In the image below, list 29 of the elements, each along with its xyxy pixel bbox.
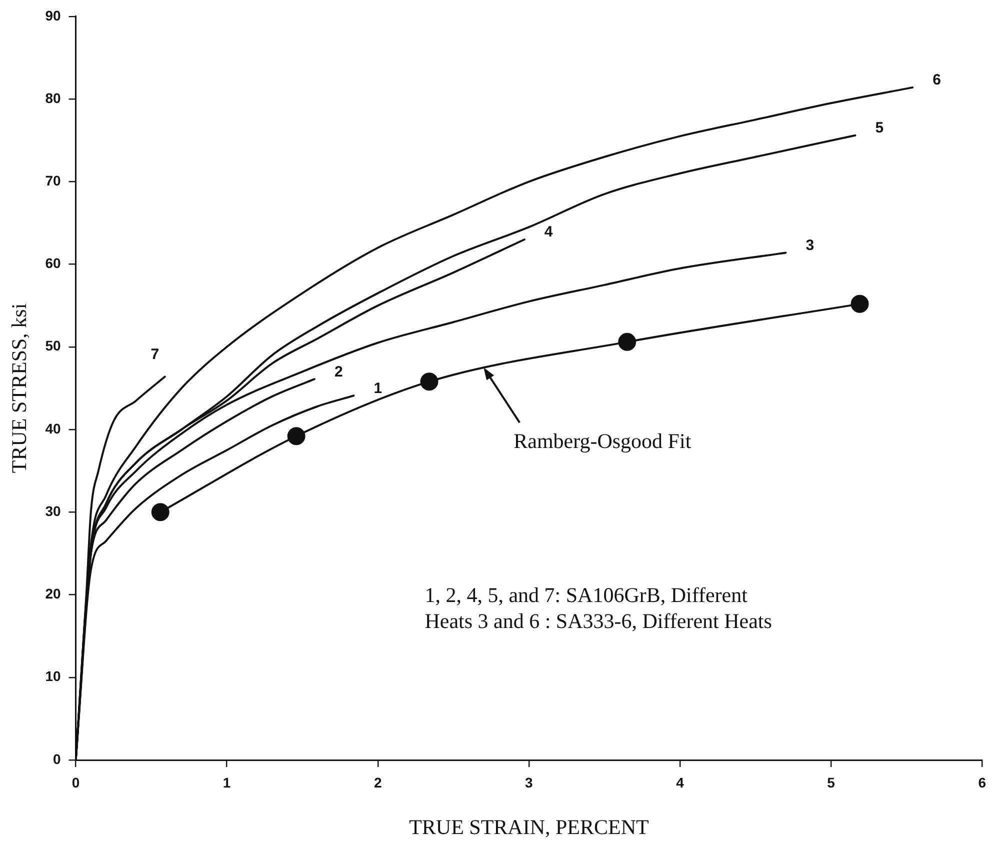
x-tick-label: 5 <box>827 774 836 790</box>
annotation: Ramberg-Osgood Fit <box>514 429 692 454</box>
y-tick-label: 60 <box>45 255 61 272</box>
y-tick-label: 50 <box>45 338 61 354</box>
y-tick-label: 70 <box>45 172 61 189</box>
series-label: 3 <box>806 236 814 254</box>
series-label: 4 <box>544 224 554 241</box>
annotation: 1, 2, 4, 5, and 7: SA106GrB, Different <box>424 582 748 607</box>
x-tick-label: 3 <box>525 774 534 790</box>
series-label: 2 <box>334 363 343 380</box>
series-label: 6 <box>932 72 941 89</box>
annotation: Heats 3 and 6 : SA333-6, Different Heats <box>424 608 772 633</box>
y-axis-title: TRUE STRESS, ksi <box>7 303 32 474</box>
y-tick-label: 90 <box>45 7 61 24</box>
y-tick-label: 40 <box>45 420 61 436</box>
x-tick-label: 6 <box>978 774 986 790</box>
y-tick-label: 30 <box>45 502 61 519</box>
x-tick-label: 0 <box>72 774 80 790</box>
x-tick-label: 4 <box>676 774 684 790</box>
series-label: 7 <box>150 346 160 363</box>
y-tick-label: 10 <box>45 668 61 684</box>
series-label: 5 <box>875 120 884 137</box>
series-label: 1 <box>374 380 382 397</box>
x-tick-label: 1 <box>222 774 231 790</box>
y-tick-label: 20 <box>45 586 61 602</box>
y-tick-label: 0 <box>52 750 61 767</box>
x-tick-label: 2 <box>374 774 382 790</box>
y-tick-label: 80 <box>45 90 61 106</box>
x-axis-title: TRUE STRAIN, PERCENT <box>409 814 649 839</box>
